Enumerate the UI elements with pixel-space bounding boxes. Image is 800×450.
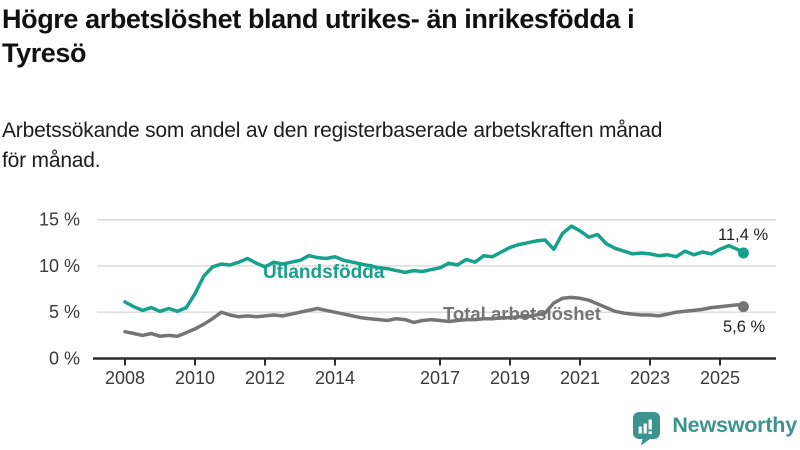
chart-title: Högre arbetslöshet bland utrikes- än inr…: [2, 2, 798, 70]
x-tick-label: 2023: [630, 368, 670, 388]
logo-bars: [638, 419, 653, 435]
x-tick-label: 2025: [700, 368, 740, 388]
series-end-dot-utlandsfodda: [737, 247, 749, 259]
x-tick-label: 2012: [245, 368, 285, 388]
chart-title-line-2: Tyresö: [2, 38, 87, 68]
header: Högre arbetslöshet bland utrikes- än inr…: [2, 2, 798, 172]
x-tick-label: 2008: [105, 368, 145, 388]
series-label-utlandsfodda: Utlandsfödda: [263, 262, 385, 283]
x-tick-label: 2019: [490, 368, 530, 388]
newsworthy-logo-icon: [633, 412, 661, 446]
x-tick-label: 2014: [315, 368, 355, 388]
y-tick-label: 0 %: [49, 349, 80, 369]
chart-subtitle-line-1: Arbetssökande som andel av den registerb…: [2, 119, 663, 142]
series-label-total-arbetsloshet: Total arbetslöshet: [443, 303, 601, 324]
end-value-label-total-arbetsloshet: 5,6 %: [723, 318, 766, 336]
chart-subtitle-line-2: för månad.: [2, 149, 101, 172]
brand-name: Newsworthy: [672, 413, 797, 438]
series-line-utlandsfodda: [123, 224, 746, 314]
chart-title-line-1: Högre arbetslöshet bland utrikes- än inr…: [2, 4, 635, 34]
end-value-label-utlandsfodda: 11,4 %: [718, 226, 768, 244]
series-end-dot-total-arbetsloshet: [737, 301, 749, 313]
x-tick-label: 2010: [175, 368, 215, 388]
brand-footer: Newsworthy: [633, 412, 797, 446]
x-tick-label: 2017: [420, 368, 460, 388]
y-tick-label: 10 %: [39, 256, 80, 276]
y-tick-label: 15 %: [39, 210, 80, 230]
series-line-total-arbetsloshet: [123, 295, 746, 339]
chart-subtitle: Arbetssökande som andel av den registerb…: [2, 116, 798, 176]
x-tick-label: 2021: [560, 368, 600, 388]
y-tick-label: 5 %: [49, 302, 80, 322]
